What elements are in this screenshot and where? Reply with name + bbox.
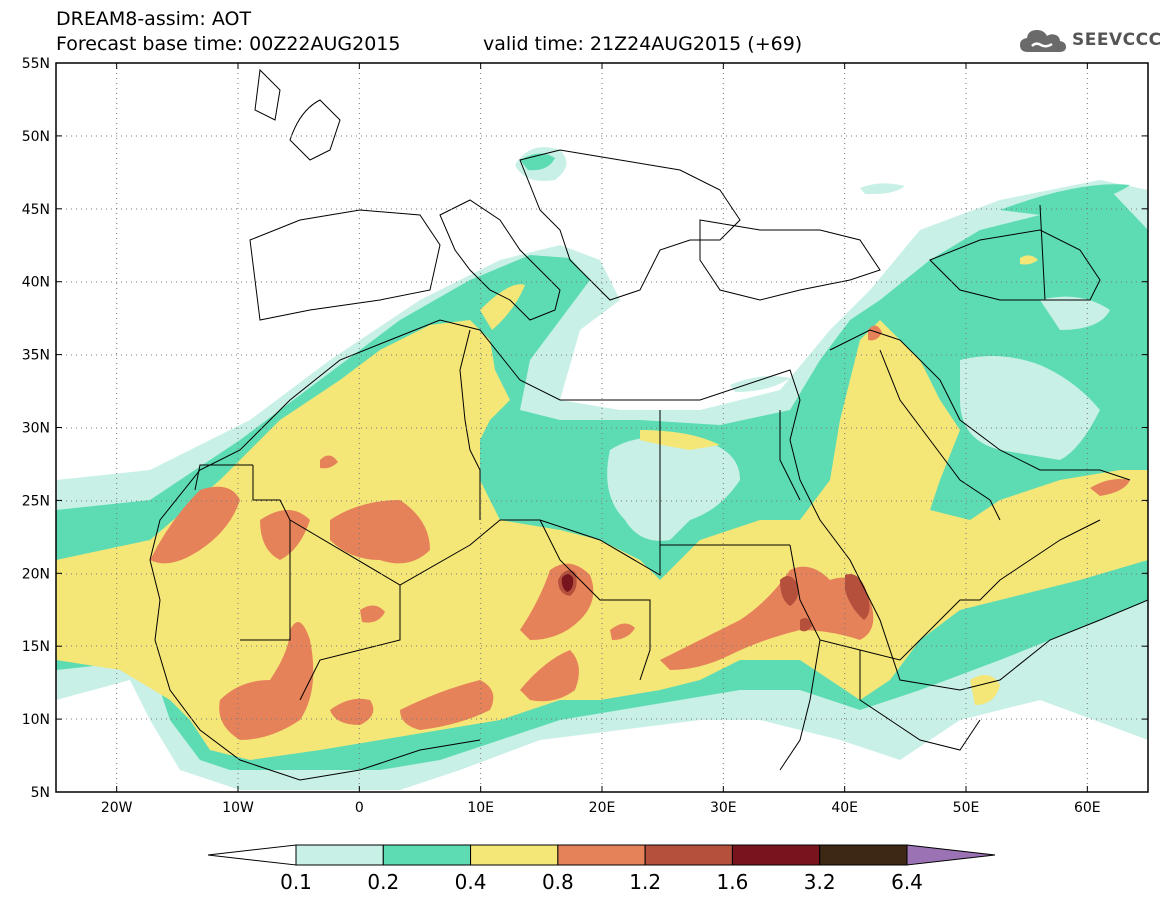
colorbar-label: 6.4 [891,870,923,894]
colorbar-arrow-high [906,844,996,866]
lat-tick-label: 10N [22,712,50,728]
lon-tick-label: 10E [467,800,494,816]
forecast-base-time: Forecast base time: 00Z22AUG2015 [56,33,401,55]
colorbar-segment [731,844,821,866]
lat-tick-label: 35N [22,348,50,364]
colorbar-segment [295,844,384,866]
colorbar-label: 1.6 [717,870,749,894]
coastlines [149,68,1148,781]
lat-tick-label: 15N [22,639,50,655]
lon-tick-label: 50E [953,800,980,816]
lat-axis: 5N 10N 15N 20N 25N 30N 35N 40N 45N 50N 55N [22,56,1148,801]
lat-tick-label: 30N [22,421,50,437]
lon-tick-label: 10W [222,800,254,816]
aot-band-0.4 [56,255,1148,760]
lat-tick-label: 40N [22,275,50,291]
lon-tick-label: 0 [355,800,364,816]
aot-band-1.6 [561,574,574,592]
colorbar-segment [557,844,646,866]
colorbar-segment [470,844,559,866]
lon-tick-label: 30E [710,800,737,816]
lon-tick-label: 40E [831,800,858,816]
colorbar-label: 0.8 [542,870,574,894]
colorbar-label: 0.1 [280,870,312,894]
lon-tick-label: 20E [589,800,616,816]
aot-field [56,63,1148,792]
logo-text: SEEVCCC [1072,30,1162,50]
lat-tick-label: 50N [22,129,50,145]
colorbar-segment [819,844,908,866]
lat-tick-label: 5N [31,785,50,801]
colorbar-label: 0.2 [367,870,399,894]
valid-time: valid time: 21Z24AUG2015 (+69) [483,33,803,55]
lat-tick-label: 45N [22,202,50,218]
aot-band-0.8 [150,325,1130,740]
seevccc-logo: SEEVCCC [1018,26,1162,54]
lon-axis: 20W 10W 0 10E 20E 30E 40E 50E 60E [101,63,1101,816]
map-title: DREAM8-assim: AOT [56,8,252,30]
colorbar-arrow-low [207,844,297,866]
colorbar-label: 3.2 [804,870,836,894]
aot-band-0.1-inner [607,296,1110,541]
graticule [56,63,1148,792]
colorbar-segment [382,844,472,866]
aot-band-1.2 [558,570,870,632]
lat-tick-label: 25N [22,493,50,509]
lon-tick-label: 20W [101,800,133,816]
lat-tick-label: 55N [22,56,50,72]
lon-tick-label: 60E [1074,800,1101,816]
lat-tick-label: 20N [22,566,50,582]
colorbar-label: 0.4 [455,870,487,894]
colorbar-label: 1.2 [629,870,661,894]
cloud-icon [1020,30,1066,52]
aot-colorbar-labels: 0.1 0.2 0.4 0.8 1.2 1.6 3.2 6.4 [280,870,923,894]
aot-colorbar [207,844,996,866]
colorbar-segment [644,844,733,866]
